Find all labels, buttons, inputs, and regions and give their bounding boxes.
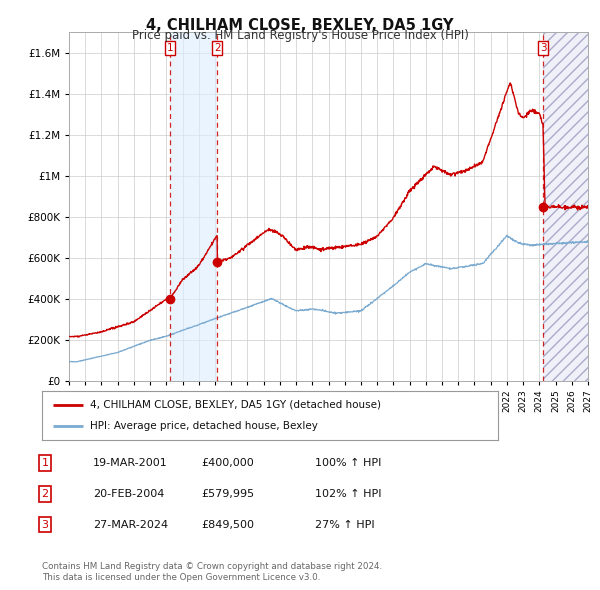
Text: Price paid vs. HM Land Registry's House Price Index (HPI): Price paid vs. HM Land Registry's House … — [131, 30, 469, 42]
Text: Contains HM Land Registry data © Crown copyright and database right 2024.
This d: Contains HM Land Registry data © Crown c… — [42, 562, 382, 582]
Text: £849,500: £849,500 — [201, 520, 254, 529]
Bar — [170, 32, 217, 381]
Bar — [543, 32, 588, 381]
Text: 2: 2 — [214, 43, 220, 53]
Text: 3: 3 — [540, 43, 547, 53]
Text: 1: 1 — [41, 458, 49, 468]
Text: 102% ↑ HPI: 102% ↑ HPI — [315, 489, 382, 499]
Text: 20-FEB-2004: 20-FEB-2004 — [93, 489, 164, 499]
Text: 2: 2 — [41, 489, 49, 499]
Text: 3: 3 — [41, 520, 49, 529]
Text: 4, CHILHAM CLOSE, BEXLEY, DA5 1GY: 4, CHILHAM CLOSE, BEXLEY, DA5 1GY — [146, 18, 454, 32]
Text: 4, CHILHAM CLOSE, BEXLEY, DA5 1GY (detached house): 4, CHILHAM CLOSE, BEXLEY, DA5 1GY (detac… — [90, 399, 381, 409]
Text: 27-MAR-2024: 27-MAR-2024 — [93, 520, 168, 529]
Text: £400,000: £400,000 — [201, 458, 254, 468]
Text: 27% ↑ HPI: 27% ↑ HPI — [315, 520, 374, 529]
Bar — [543, 32, 588, 381]
Text: 1: 1 — [167, 43, 173, 53]
Text: 19-MAR-2001: 19-MAR-2001 — [93, 458, 168, 468]
Text: HPI: Average price, detached house, Bexley: HPI: Average price, detached house, Bexl… — [90, 421, 318, 431]
Text: 100% ↑ HPI: 100% ↑ HPI — [315, 458, 382, 468]
Text: £579,995: £579,995 — [201, 489, 254, 499]
